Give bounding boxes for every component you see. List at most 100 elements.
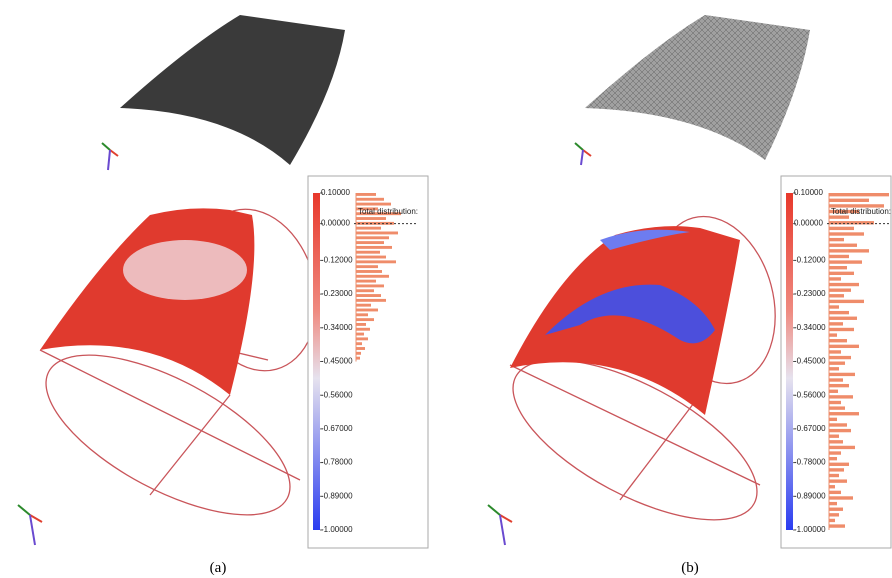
histogram-bar bbox=[829, 300, 864, 303]
caption: (b) bbox=[681, 560, 699, 576]
histogram-bar bbox=[829, 227, 854, 230]
tick-label: -0.89000 bbox=[794, 491, 826, 500]
histogram-bar bbox=[356, 251, 380, 254]
tick-label: -0.67000 bbox=[794, 424, 826, 433]
histogram-bar bbox=[356, 236, 389, 239]
histogram-bar bbox=[356, 193, 376, 196]
histogram-bar bbox=[829, 429, 851, 432]
histogram-bar bbox=[829, 272, 854, 275]
histogram-bar bbox=[829, 491, 841, 494]
histogram-bar bbox=[829, 277, 841, 280]
histogram-bar bbox=[829, 232, 864, 235]
colorbar bbox=[313, 193, 320, 530]
tick-label: -0.12000 bbox=[794, 256, 826, 265]
histogram-bar bbox=[829, 457, 837, 460]
histogram-bar bbox=[829, 395, 853, 398]
histogram-bar bbox=[356, 352, 361, 355]
tick-label: 0.10000 bbox=[321, 188, 350, 197]
tick-label: -0.23000 bbox=[321, 289, 353, 298]
histogram-bar bbox=[829, 193, 889, 196]
histogram-bar bbox=[356, 270, 382, 273]
histogram-bar bbox=[356, 333, 364, 336]
histogram-bar bbox=[829, 418, 837, 421]
histogram-bar bbox=[829, 508, 843, 511]
histogram-bar bbox=[829, 199, 869, 202]
tick-label: -0.45000 bbox=[794, 357, 826, 366]
deviation-region bbox=[123, 240, 247, 300]
histogram-bar bbox=[829, 384, 849, 387]
histogram-bar bbox=[829, 524, 845, 527]
histogram-bar bbox=[829, 317, 857, 320]
histogram-bar bbox=[829, 373, 855, 376]
histogram-bar bbox=[829, 311, 849, 314]
histogram-bar bbox=[356, 323, 366, 326]
histogram-bar bbox=[829, 378, 843, 381]
histogram-bar bbox=[829, 249, 869, 252]
histogram-bar bbox=[829, 513, 839, 516]
tick-label: -0.12000 bbox=[321, 256, 353, 265]
tick-label: -0.78000 bbox=[794, 458, 826, 467]
histogram-bar bbox=[829, 333, 837, 336]
histogram-bar bbox=[829, 288, 851, 291]
histogram-bar bbox=[356, 217, 386, 220]
tick-label: -0.34000 bbox=[794, 323, 826, 332]
histogram-bar bbox=[356, 337, 368, 340]
mesh-surface bbox=[120, 15, 345, 165]
histogram-bar bbox=[829, 266, 847, 269]
histogram-bar bbox=[356, 289, 374, 292]
histogram-bar bbox=[829, 479, 847, 482]
caption: (a) bbox=[210, 560, 227, 576]
histogram-bar bbox=[829, 244, 857, 247]
histogram-bar bbox=[356, 342, 362, 345]
histogram-bar bbox=[356, 275, 389, 278]
histogram-bar bbox=[829, 468, 844, 471]
histogram-bar bbox=[356, 347, 365, 350]
tick-label: -0.78000 bbox=[321, 458, 353, 467]
histogram-bar bbox=[829, 463, 849, 466]
histogram-bar bbox=[829, 390, 838, 393]
histogram-bar bbox=[829, 255, 849, 258]
histogram-bar bbox=[829, 412, 859, 415]
histogram-bar bbox=[356, 256, 386, 259]
histogram-bar bbox=[829, 356, 851, 359]
histogram-bar bbox=[356, 357, 360, 360]
histogram-bar bbox=[356, 203, 391, 206]
tick-label: -1.00000 bbox=[321, 525, 353, 534]
histogram-bar bbox=[829, 474, 839, 477]
histogram-bar bbox=[829, 305, 839, 308]
tick-label: -0.56000 bbox=[321, 390, 353, 399]
histogram-bar bbox=[829, 367, 839, 370]
histogram-bar bbox=[829, 496, 853, 499]
histogram-bar bbox=[829, 519, 835, 522]
histogram-bar bbox=[829, 238, 844, 241]
histogram-bar bbox=[829, 485, 835, 488]
tick-label: -0.34000 bbox=[321, 323, 353, 332]
histogram-bar bbox=[356, 260, 396, 263]
tick-label: -0.67000 bbox=[321, 424, 353, 433]
histogram-bar bbox=[829, 502, 837, 505]
histogram-bar bbox=[356, 299, 386, 302]
histogram-bar bbox=[829, 322, 843, 325]
histogram-bar bbox=[829, 294, 844, 297]
histogram-bar bbox=[356, 232, 398, 235]
histogram-bar bbox=[356, 227, 381, 230]
tick-label: -0.23000 bbox=[794, 289, 826, 298]
histogram-bar bbox=[829, 406, 845, 409]
histogram-bar bbox=[829, 446, 855, 449]
histogram-bar bbox=[829, 440, 843, 443]
histogram-bar bbox=[356, 304, 371, 307]
histogram-bar bbox=[829, 423, 847, 426]
histogram-bar bbox=[829, 401, 841, 404]
histogram-bar bbox=[356, 294, 381, 297]
histogram-bar bbox=[829, 328, 854, 331]
histogram-bar bbox=[356, 313, 368, 316]
histogram-bar bbox=[356, 328, 370, 331]
histogram-bar bbox=[356, 198, 384, 201]
histogram-bar bbox=[829, 435, 839, 438]
tick-label: -0.45000 bbox=[321, 357, 353, 366]
tick-label: 0.00000 bbox=[321, 219, 350, 228]
tick-label: 0.10000 bbox=[794, 188, 823, 197]
tick-label: 0.00000 bbox=[794, 219, 823, 228]
histogram-title: Total distribution: bbox=[358, 207, 418, 216]
histogram-bar bbox=[829, 350, 841, 353]
